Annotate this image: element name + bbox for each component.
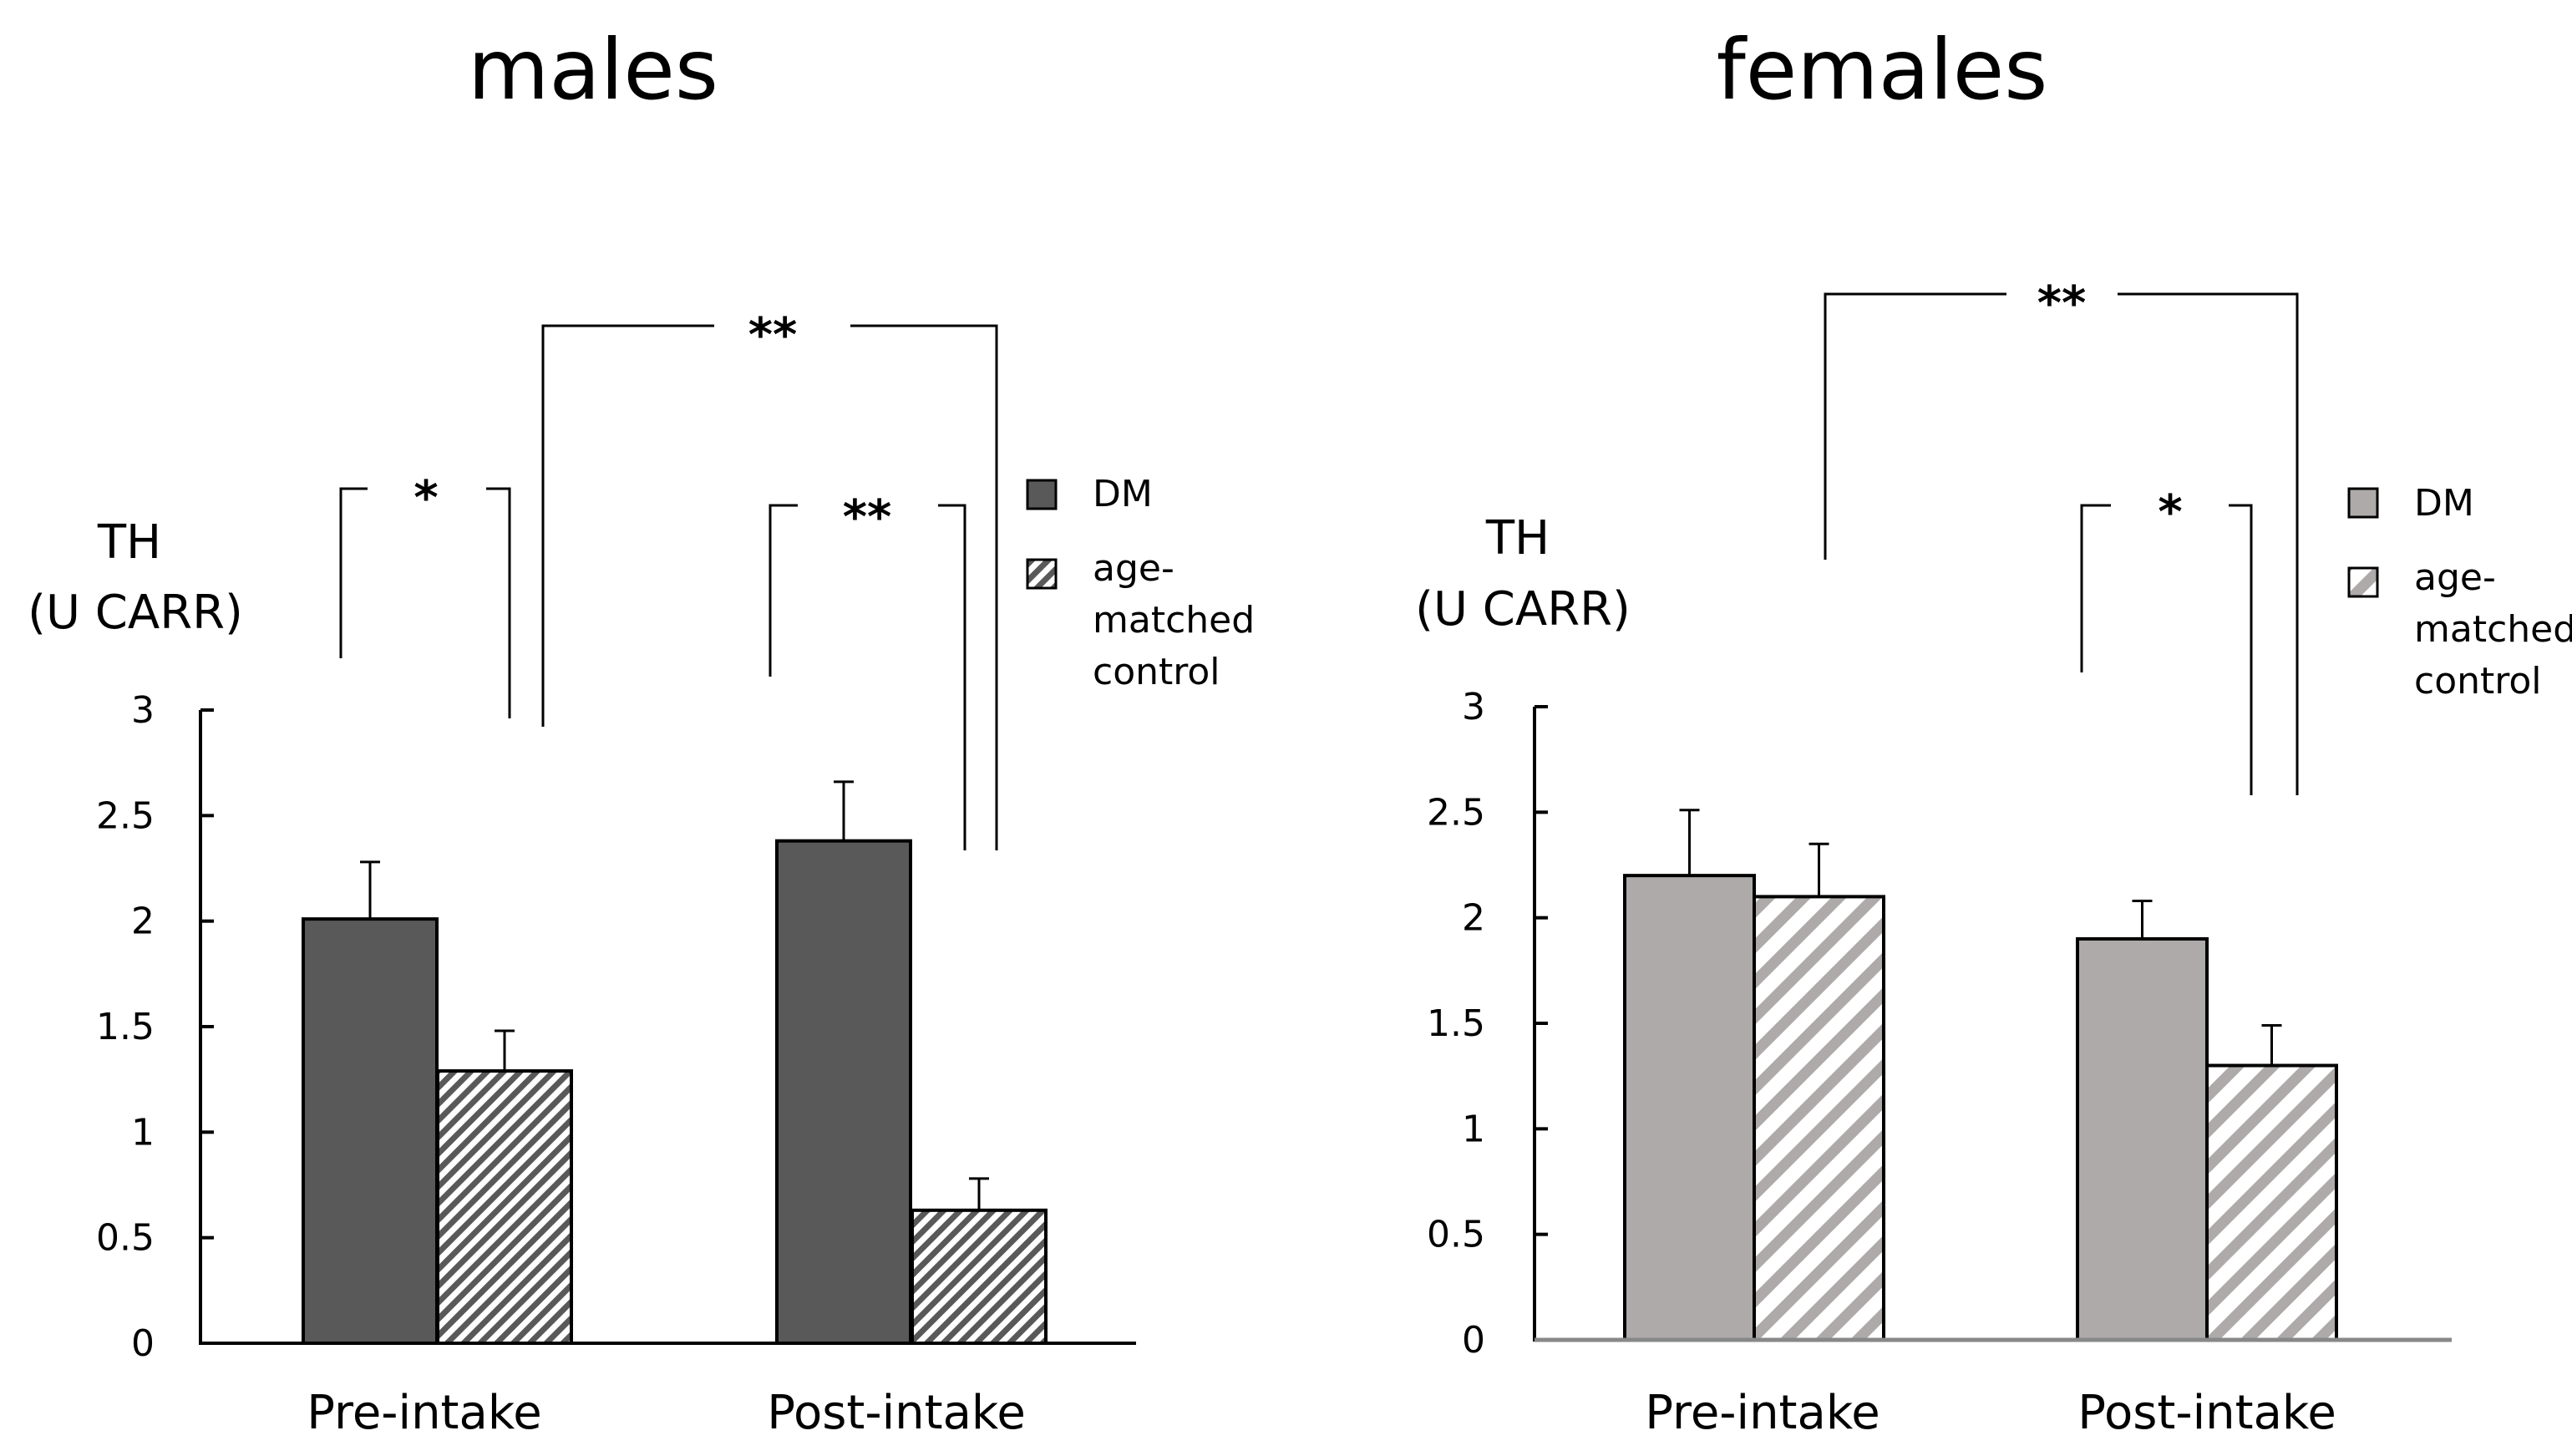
males-panel: males TH (U CARR) 0 0.5 1 1.5 2 2.5 3 Pre-inta… [28, 21, 1255, 1440]
males-bar-pre-ctrl [436, 1069, 573, 1346]
females-panel: females TH (U CARR) 0 0.5 1 1.5 2 2.5 3 Pre-in… [1415, 21, 2572, 1440]
males-bracket-ctrl-right [850, 324, 998, 850]
males-bracket-pre-left [339, 487, 368, 658]
females-category-label-post: Post-intake [2077, 1386, 2336, 1440]
females-significance-brackets [1824, 292, 2299, 795]
females-ylabel-line2: (U CARR) [1415, 582, 1631, 637]
females-bracket-ctrl-right [2118, 292, 2299, 795]
males-bar-pre-dm [302, 917, 439, 1345]
males-ytick-label-3: 1.5 [96, 1006, 155, 1048]
males-category-label-pre: Pre-intake [307, 1386, 541, 1440]
males-ytick-label-4: 2 [131, 900, 155, 943]
females-bar-pre-dm [1623, 874, 1756, 1342]
males-legend-dm-label: DM [1093, 473, 1153, 515]
males-bar-post-dm [775, 839, 912, 1345]
females-ytick-label-0: 0 [1462, 1319, 1485, 1362]
males-ylabel-line1: TH [97, 515, 161, 570]
females-ytick-label-6: 3 [1462, 686, 1485, 728]
males-ytick-label-6: 3 [131, 689, 155, 732]
females-ytick-label-3: 1.5 [1427, 1002, 1485, 1045]
males-legend: DM age- matched control [1026, 473, 1255, 693]
females-legend-ctrl-label-line1: age- [2414, 556, 2496, 599]
males-bracket-post-left [769, 504, 798, 677]
males-bracket-ctrl-left [541, 324, 714, 727]
females-legend-dm-swatch [2347, 487, 2379, 519]
males-title: males [468, 21, 718, 119]
males-legend-ctrl-label-line3: control [1093, 651, 1220, 693]
females-error-bars [1679, 809, 2282, 1066]
males-legend-ctrl-label-line1: age- [1093, 547, 1174, 590]
females-ytick-label-2: 1 [1462, 1108, 1485, 1150]
females-legend-ctrl-swatch [2347, 566, 2379, 598]
males-legend-ctrl-swatch [1026, 558, 1058, 590]
females-bars [1623, 874, 2338, 1342]
males-sig-ctrl: ** [748, 308, 798, 363]
males-legend-ctrl-label-line2: matched [1093, 599, 1255, 642]
females-bracket-ctrl-left [1824, 292, 2006, 560]
males-y-ticks: 0 0.5 1 1.5 2 2.5 3 [96, 689, 214, 1365]
males-category-label-post: Post-intake [767, 1386, 1026, 1440]
males-sig-post: ** [843, 490, 892, 545]
males-error-bars [360, 780, 989, 1210]
males-significance-brackets [339, 324, 998, 850]
males-sig-pre: * [413, 471, 438, 525]
females-ylabel-line1: TH [1485, 511, 1550, 566]
females-ytick-label-1: 0.5 [1427, 1214, 1485, 1256]
males-bracket-post-right [938, 504, 966, 850]
males-bars [302, 839, 1048, 1346]
females-category-label-pre: Pre-intake [1645, 1386, 1880, 1440]
males-ytick-label-0: 0 [131, 1322, 155, 1365]
males-ytick-label-2: 1 [131, 1111, 155, 1154]
females-y-ticks: 0 0.5 1 1.5 2 2.5 3 [1427, 686, 1548, 1362]
females-legend-ctrl-label-line2: matched [2414, 608, 2572, 651]
females-bracket-post-right [2229, 504, 2253, 795]
males-ytick-label-5: 2.5 [96, 794, 155, 837]
females-sig-ctrl: ** [2037, 276, 2087, 331]
females-sig-post: * [2158, 485, 2182, 540]
females-bracket-post-left [2080, 504, 2111, 672]
females-bar-pre-ctrl [1753, 895, 1885, 1342]
males-bar-post-ctrl [911, 1208, 1048, 1345]
females-legend: DM age- matched control [2347, 482, 2572, 703]
males-ylabel-line2: (U CARR) [28, 586, 243, 640]
females-bar-post-ctrl [2205, 1063, 2338, 1342]
females-ytick-label-5: 2.5 [1427, 791, 1485, 834]
females-legend-ctrl-label-line3: control [2414, 660, 2542, 703]
females-title: females [1717, 21, 2048, 119]
females-ytick-label-4: 2 [1462, 897, 1485, 940]
females-bar-post-dm [2076, 936, 2209, 1342]
males-legend-dm-swatch [1026, 479, 1058, 510]
females-legend-dm-label: DM [2414, 482, 2474, 525]
males-bracket-pre-right [486, 487, 511, 718]
males-ytick-label-1: 0.5 [96, 1217, 155, 1260]
